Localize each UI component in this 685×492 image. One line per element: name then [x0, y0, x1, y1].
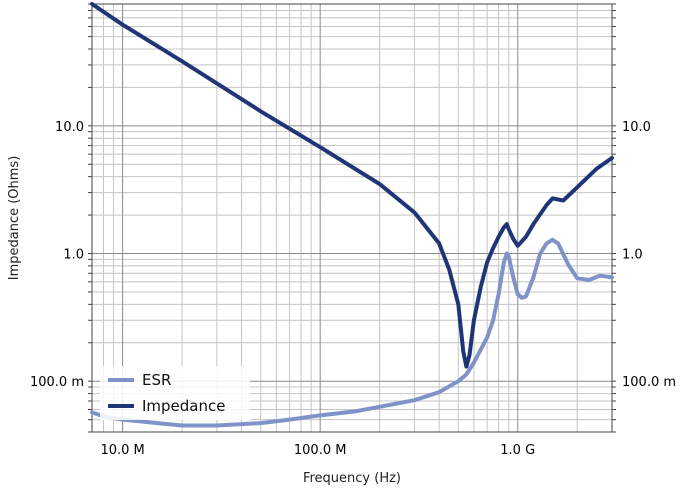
x-tick-label: 1.0 G: [500, 443, 535, 458]
y-axis-title: Impedance (Ohms): [7, 156, 22, 281]
y-tick-label-left: 1.0: [63, 248, 84, 263]
y-tick-label-left: 10.0: [55, 120, 84, 135]
series-line-esr: [90, 237, 614, 428]
y-tick-label-right: 100.0 m: [622, 375, 676, 390]
series-layer: [90, 2, 614, 428]
y-tick-label-right: 1.0: [622, 248, 643, 263]
legend-background: [100, 366, 250, 420]
minor-grid: [91, 3, 613, 433]
y-tick-label-left: 100.0 m: [30, 375, 84, 390]
tick-labels: 10.0 M 100.0 M 1.0 G 100.0 m 100.0 m 1.0 1.0 10…: [30, 120, 676, 458]
x-tick-label: 10.0 M: [100, 443, 144, 458]
x-axis-title: Frequency (Hz): [303, 471, 401, 486]
legend-label-impedance: Impedance: [142, 397, 225, 415]
plot-frame: [91, 3, 613, 433]
y-tick-label-right: 10.0: [622, 120, 651, 135]
legend: ESR Impedance: [100, 366, 250, 420]
series-line-impedance: [90, 2, 614, 369]
x-tick-label: 100.0 M: [294, 443, 347, 458]
legend-label-esr: ESR: [142, 371, 171, 389]
